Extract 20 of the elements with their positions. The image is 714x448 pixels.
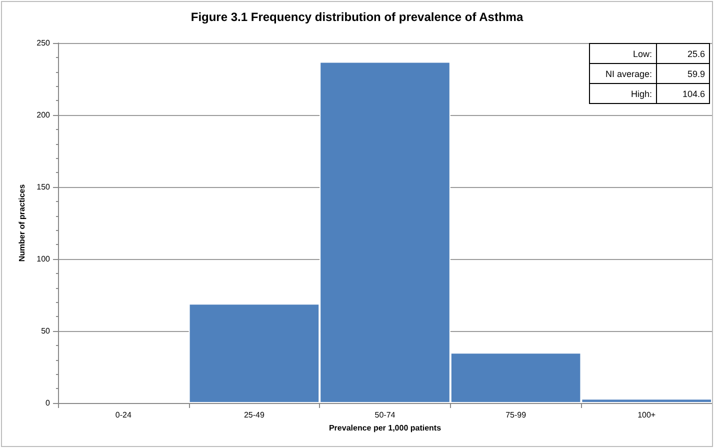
x-tick-label: 0-24 [115, 410, 132, 420]
x-tick-label: 25-49 [244, 410, 265, 420]
x-tick-label: 75-99 [506, 410, 527, 420]
x-tick-label: 100+ [638, 410, 656, 420]
y-tick-label: 150 [36, 182, 51, 192]
x-tick-label: 50-74 [374, 410, 396, 420]
annotation: 104.6 [656, 84, 710, 104]
y-tick-label: 100 [36, 254, 51, 264]
annotation: NI average: [590, 64, 656, 84]
y-tick-label: 0 [46, 398, 51, 408]
y-tick-label: 200 [36, 110, 51, 120]
y-axis-title: Number of practices [17, 184, 26, 262]
annotation: 59.9 [656, 64, 710, 84]
annotation: Low: [590, 44, 656, 64]
y-tick-label: 250 [36, 38, 51, 48]
annotation: High: [590, 84, 656, 104]
chart-title: Figure 3.1 Frequency distribution of prevalence of Asthma [190, 10, 524, 24]
y-tick-label: 50 [41, 326, 51, 336]
annotation: 25.6 [656, 44, 710, 64]
x-axis-title: Prevalence per 1,000 patients [328, 424, 442, 432]
